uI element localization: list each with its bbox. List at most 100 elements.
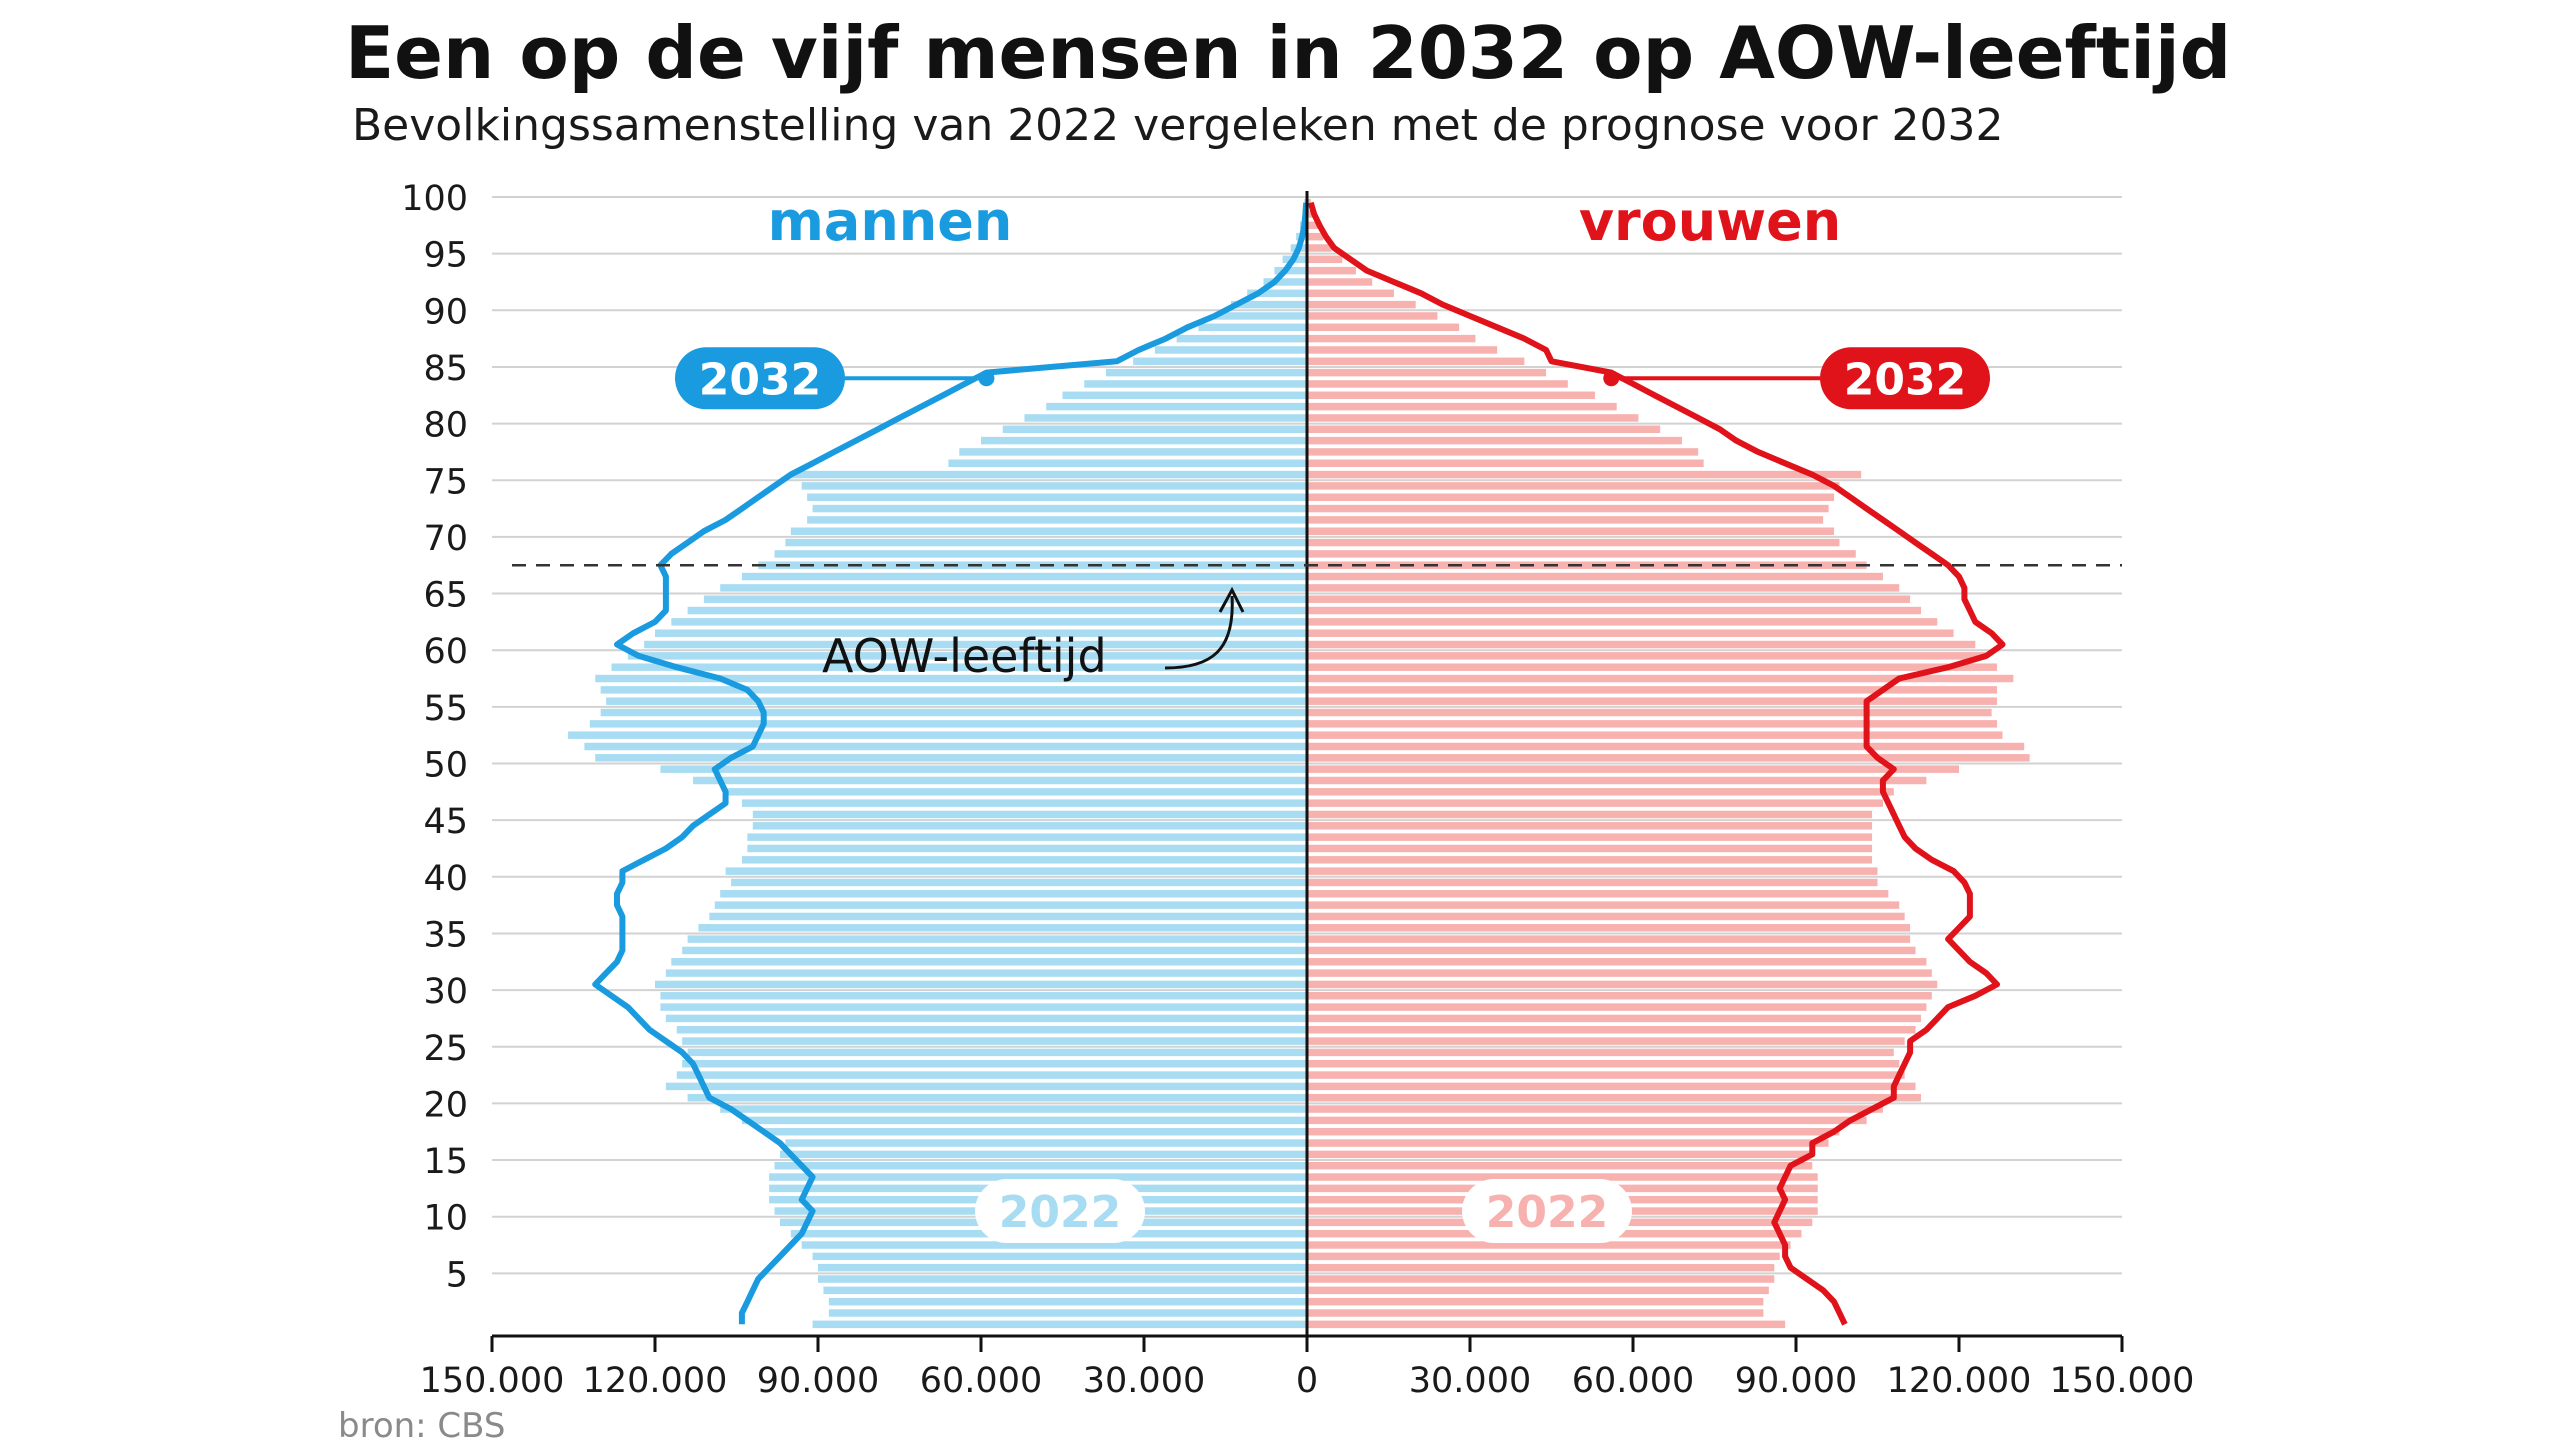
chart-subtitle: Bevolkingssamenstelling van 2022 vergele… (352, 100, 2004, 151)
bar-mannen-2022 (709, 912, 1307, 921)
bar-vrouwen-2022 (1307, 810, 1873, 819)
bar-vrouwen-2022 (1307, 788, 1894, 796)
bar-vrouwen-2022 (1307, 300, 1416, 309)
y-tick-label: 45 (423, 802, 468, 842)
bar-vrouwen-2022 (1307, 833, 1873, 841)
bar-vrouwen-2022 (1307, 912, 1905, 921)
legend-vrouwen: vrouwen (1579, 190, 1841, 253)
bar-mannen-2022 (807, 493, 1307, 501)
bar-vrouwen-2022 (1307, 210, 1314, 218)
bar-mannen-2022 (801, 1241, 1307, 1249)
y-tick-label: 5 (446, 1255, 468, 1295)
bar-mannen-2022 (720, 584, 1307, 592)
bar-mannen-2022 (785, 1139, 1307, 1147)
bar-mannen-2022 (1105, 368, 1307, 377)
aow-arrow (1164, 595, 1234, 670)
bar-vrouwen-2022 (1307, 629, 1954, 637)
bar-mannen-2022 (687, 1093, 1307, 1102)
bar-mannen-2022 (627, 652, 1307, 660)
x-tick-label: 0 (1296, 1361, 1318, 1401)
bar-vrouwen-2022 (1307, 1320, 1786, 1329)
bar-vrouwen-2022 (1307, 924, 1911, 932)
bar-vrouwen-2022 (1307, 357, 1525, 366)
bar-mannen-2022 (818, 1275, 1307, 1283)
badge-2022-vrouwen (1462, 1179, 1632, 1244)
bar-mannen-2022 (752, 822, 1307, 830)
y-tick-label: 90 (423, 292, 468, 332)
bar-vrouwen-2022 (1307, 584, 1900, 592)
bars-2022 (568, 198, 2030, 1329)
bar-vrouwen-2022 (1307, 1286, 1769, 1295)
bar-mannen-2022 (747, 844, 1307, 853)
bar-vrouwen-2022 (1307, 969, 1932, 977)
bar-mannen-2022 (769, 1173, 1307, 1181)
bar-mannen-2022 (812, 1252, 1307, 1261)
line-vrouwen-2032 (1307, 201, 2006, 1326)
bar-vrouwen-2022 (1307, 1127, 1840, 1136)
bar-vrouwen-2022 (1307, 1309, 1764, 1317)
bar-vrouwen-2022 (1307, 538, 1840, 547)
bar-vrouwen-2022 (1307, 731, 2003, 739)
bar-vrouwen-2022 (1307, 1252, 1780, 1261)
bar-mannen-2022 (752, 810, 1307, 819)
bar-mannen-2022 (1084, 380, 1307, 388)
bar-mannen-2022 (655, 980, 1307, 989)
x-tick-label: 90.000 (757, 1361, 879, 1401)
bar-mannen-2022 (676, 1071, 1307, 1079)
annotations: AOW-leeftijd mannen vrouwen 2032 2032 2022 202… (512, 190, 2122, 1244)
bar-mannen-2022 (790, 470, 1307, 479)
bar-mannen-2022 (595, 754, 1307, 762)
y-tick-label: 85 (423, 349, 468, 389)
x-tick-label: 150.000 (2050, 1361, 2195, 1401)
bar-mannen-2022 (981, 436, 1307, 445)
axes: 1009590858075706560555045403530252015105… (401, 179, 2194, 1401)
bar-vrouwen-2022 (1307, 686, 1998, 694)
y-tick-label: 60 (423, 632, 468, 672)
bar-vrouwen-2022 (1307, 1003, 1927, 1011)
y-tick-label: 70 (423, 519, 468, 559)
line-mannen-2032 (592, 202, 1310, 1325)
bar-vrouwen-2022 (1307, 618, 1938, 626)
bar-vrouwen-2022 (1307, 776, 1927, 785)
bar-mannen-2022 (812, 504, 1307, 513)
aow-arrow-head (1218, 586, 1245, 613)
bar-vrouwen-2022 (1307, 742, 2025, 751)
badge-2022-vrouwen-text: 2022 (1486, 1187, 1608, 1238)
bar-vrouwen-2022 (1307, 856, 1873, 864)
bar-vrouwen-2022 (1307, 1048, 1894, 1057)
bar-mannen-2022 (693, 776, 1307, 785)
bar-vrouwen-2022 (1307, 890, 1889, 898)
bar-vrouwen-2022 (1307, 697, 1998, 705)
bar-mannen-2022 (611, 663, 1307, 671)
bar-mannen-2022 (741, 799, 1307, 807)
source-note: bron: CBS (338, 1406, 505, 1440)
y-tick-label: 100 (401, 179, 468, 219)
chart-title: Een op de vijf mensen in 2032 op AOW-lee… (345, 11, 2231, 95)
bar-vrouwen-2022 (1307, 674, 2014, 683)
bar-mannen-2022 (818, 1263, 1307, 1272)
bar-mannen-2022 (600, 686, 1307, 694)
bar-mannen-2022 (584, 742, 1307, 751)
bar-vrouwen-2022 (1307, 901, 1900, 909)
bar-mannen-2022 (1263, 278, 1307, 286)
y-tick-label: 25 (423, 1029, 468, 1069)
bar-mannen-2022 (1046, 402, 1307, 411)
bar-vrouwen-2022 (1307, 1116, 1867, 1125)
bar-mannen-2022 (720, 890, 1307, 898)
bar-vrouwen-2022 (1307, 754, 2030, 762)
y-tick-label: 55 (423, 689, 468, 729)
bar-vrouwen-2022 (1307, 414, 1639, 422)
callout-dot-mannen (978, 370, 995, 387)
bar-vrouwen-2022 (1307, 652, 1987, 660)
bar-mannen-2022 (682, 946, 1307, 955)
bar-vrouwen-2022 (1307, 844, 1873, 853)
bar-vrouwen-2022 (1307, 516, 1824, 524)
bar-vrouwen-2022 (1307, 482, 1840, 490)
bar-vrouwen-2022 (1307, 799, 1883, 807)
y-tick-label: 75 (423, 462, 468, 502)
bar-mannen-2022 (758, 561, 1307, 569)
bar-vrouwen-2022 (1307, 878, 1878, 887)
x-tick-label: 30.000 (1083, 1361, 1205, 1401)
bar-vrouwen-2022 (1307, 1093, 1921, 1102)
